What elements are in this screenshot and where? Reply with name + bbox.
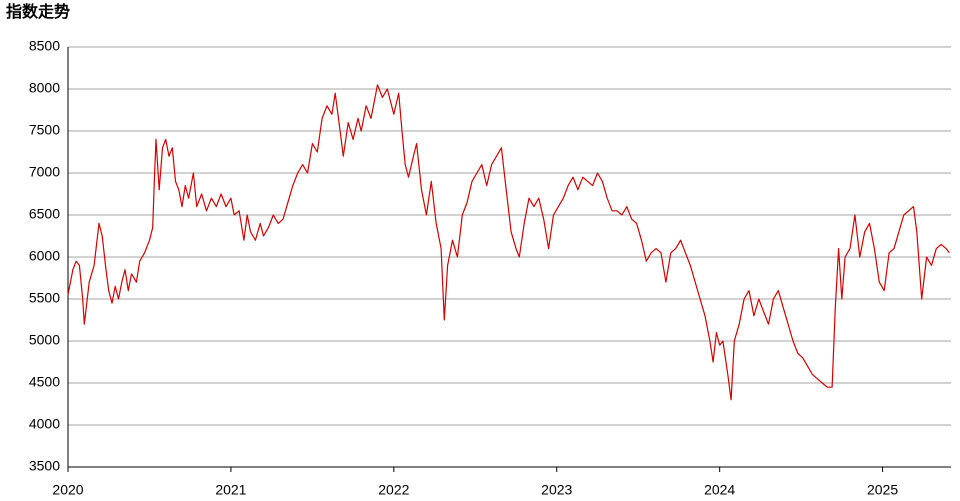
y-tick-label: 7500 <box>29 122 60 138</box>
y-tick-label: 6000 <box>29 248 60 264</box>
y-tick-label: 8000 <box>29 80 60 96</box>
x-tick-label: 2025 <box>867 482 898 498</box>
y-tick-label: 5000 <box>29 332 60 348</box>
y-tick-label: 7000 <box>29 164 60 180</box>
chart-title: 指数走势 <box>6 2 70 21</box>
x-tick-label: 2023 <box>541 482 572 498</box>
y-tick-label: 4000 <box>29 416 60 432</box>
x-tick-label: 2022 <box>378 482 409 498</box>
y-tick-label: 3500 <box>29 458 60 474</box>
index-line <box>67 84 950 401</box>
y-tick-label: 8500 <box>29 38 60 54</box>
x-tick-label: 2024 <box>704 482 735 498</box>
y-tick-label: 6500 <box>29 206 60 222</box>
x-tick-label: 2021 <box>215 482 246 498</box>
y-tick-label: 4500 <box>29 374 60 390</box>
y-tick-label: 5500 <box>29 290 60 306</box>
x-tick-label: 2020 <box>52 482 83 498</box>
